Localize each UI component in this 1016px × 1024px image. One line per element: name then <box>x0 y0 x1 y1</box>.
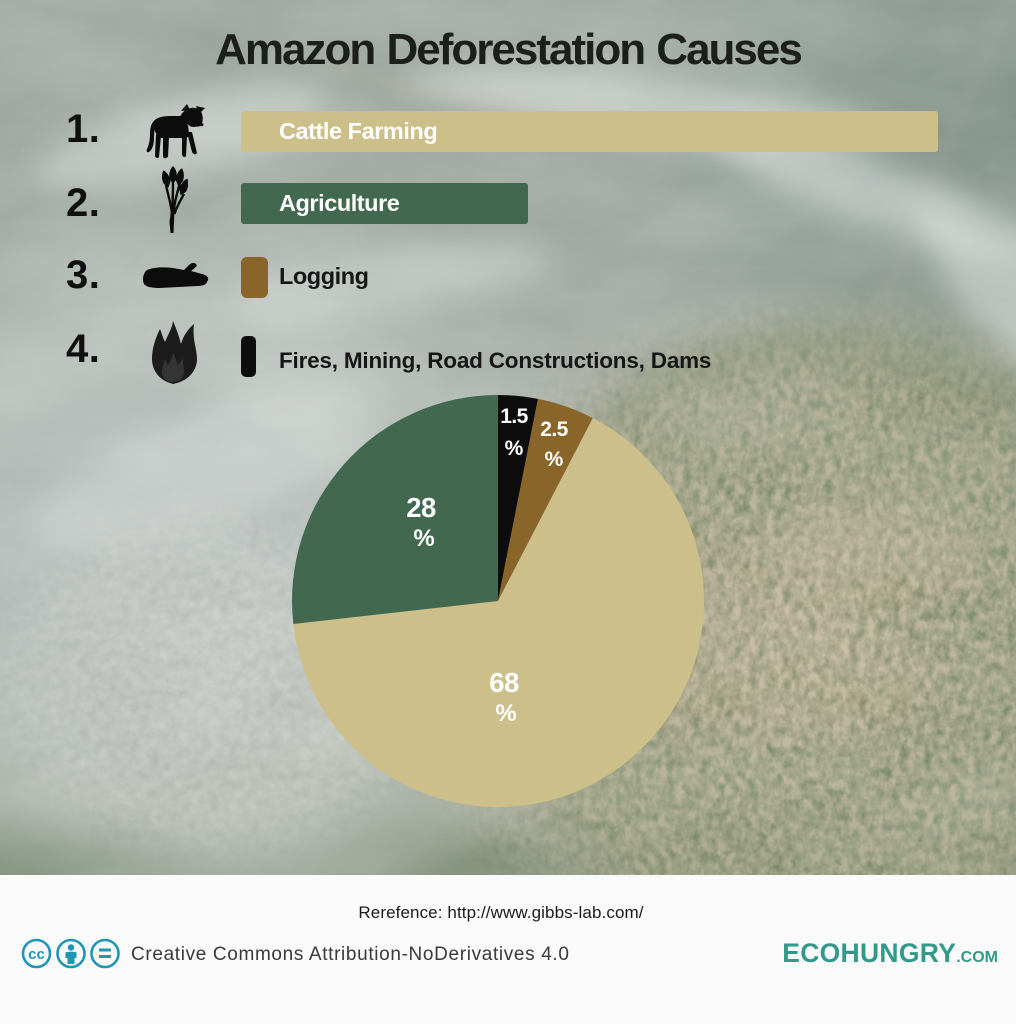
svg-text:2.5: 2.5 <box>540 418 568 441</box>
svg-text:%: % <box>413 525 434 552</box>
svg-text:28: 28 <box>406 492 436 523</box>
svg-text:%: % <box>495 700 516 727</box>
svg-text:cc: cc <box>28 946 45 963</box>
svg-text:%: % <box>545 448 564 471</box>
svg-text:1.5: 1.5 <box>500 405 528 428</box>
svg-text:%: % <box>505 437 524 460</box>
svg-text:68: 68 <box>489 667 519 698</box>
